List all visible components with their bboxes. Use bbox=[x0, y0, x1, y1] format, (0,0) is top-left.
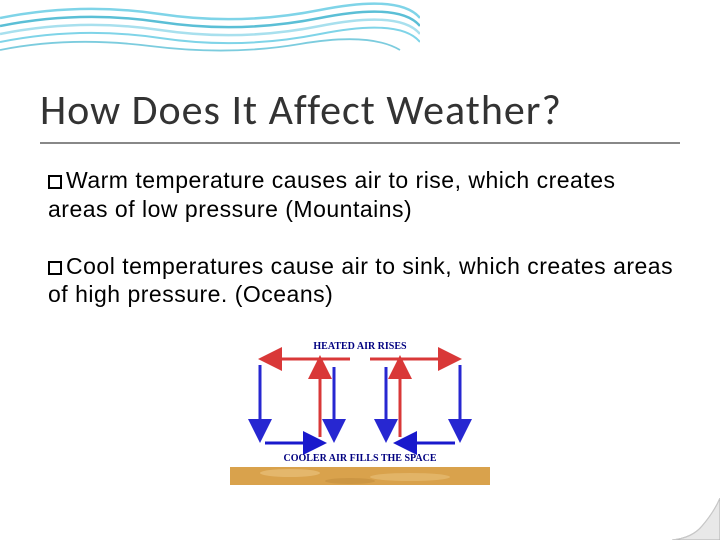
diagram-bottom-label: COOLER AIR FILLS THE SPACE bbox=[283, 453, 436, 464]
wave-decoration bbox=[0, 0, 420, 80]
bullet-1-text: Warm temperature causes air to rise, whi… bbox=[48, 167, 616, 222]
bullet-1: Warm temperature causes air to rise, whi… bbox=[40, 166, 680, 224]
page-curl-icon bbox=[672, 498, 720, 540]
bullet-2-text: Cool temperatures cause air to sink, whi… bbox=[48, 253, 673, 308]
diagram-top-label: HEATED AIR RISES bbox=[313, 341, 407, 352]
air-circulation-diagram: HEATED AIR RISES COOLER AIR FILLS THE SP… bbox=[230, 337, 490, 487]
bullet-marker-icon bbox=[48, 175, 62, 189]
bullet-2: Cool temperatures cause air to sink, whi… bbox=[40, 252, 680, 310]
title-underline bbox=[40, 142, 680, 144]
bullet-marker-icon bbox=[48, 261, 62, 275]
slide-title: How Does It Affect Weather? bbox=[40, 85, 680, 136]
